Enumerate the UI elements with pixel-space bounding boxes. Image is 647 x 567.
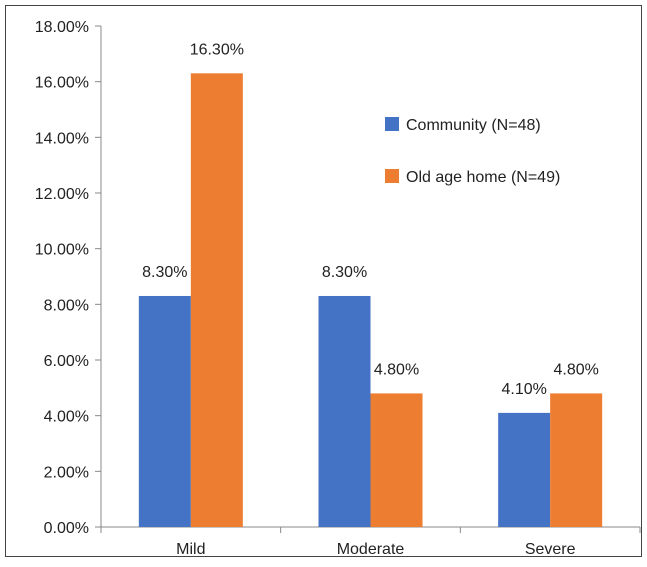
x-tick-label: Severe — [525, 541, 576, 558]
bar — [138, 295, 191, 527]
y-tick-label: 6.00% — [44, 353, 89, 370]
data-label: 4.80% — [374, 361, 419, 378]
y-tick-label: 18.00% — [35, 19, 89, 36]
y-tick-label: 12.00% — [35, 186, 89, 203]
y-tick-label: 0.00% — [44, 520, 89, 537]
y-tick-label: 8.00% — [44, 297, 89, 314]
bar — [370, 393, 423, 527]
y-tick-label: 4.00% — [44, 409, 89, 426]
x-tick-label: Mild — [176, 541, 205, 558]
data-label: 4.10% — [501, 381, 546, 398]
x-tick-label: Moderate — [337, 541, 405, 558]
bars — [138, 73, 603, 528]
bar — [498, 412, 551, 527]
legend-swatch — [385, 169, 399, 183]
legend-swatch — [385, 117, 399, 131]
data-label: 4.80% — [553, 361, 598, 378]
y-axis: 0.00% 2.00% 4.00% 6.00% 8.00% 10.00% 12.00% 14.… — [35, 19, 102, 537]
y-tick-label: 14.00% — [35, 130, 89, 147]
data-label: 16.30% — [190, 41, 244, 58]
legend: Community (N=48) Old age home (N=49) — [385, 117, 560, 186]
y-tick-label: 2.00% — [44, 464, 89, 481]
data-labels: 8.30% 16.30% 8.30% 4.80% 4.10% 4.80% — [142, 41, 599, 398]
y-tick-label: 16.00% — [35, 75, 89, 92]
bar — [318, 295, 371, 527]
data-label: 8.30% — [322, 264, 367, 281]
bar — [550, 393, 603, 527]
y-tick-label: 10.00% — [35, 242, 89, 259]
bar — [190, 73, 243, 528]
data-label: 8.30% — [142, 264, 187, 281]
legend-label: Old age home (N=49) — [406, 169, 560, 186]
legend-label: Community (N=48) — [406, 117, 541, 134]
